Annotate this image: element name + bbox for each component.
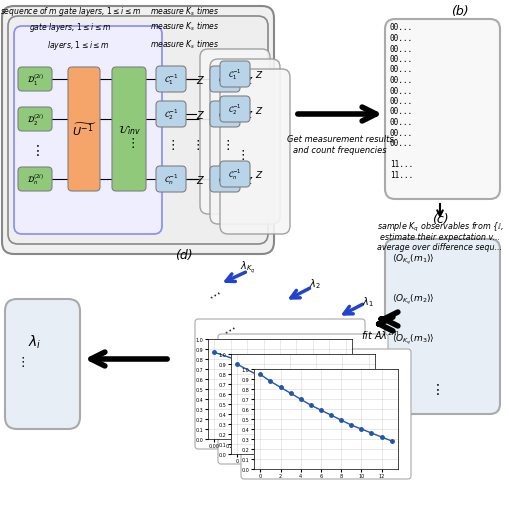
FancyBboxPatch shape	[112, 68, 146, 191]
Text: $\mathcal{C}_2^{-1}$: $\mathcal{C}_2^{-1}$	[218, 107, 232, 122]
Text: gate layers, $1 \leq i \leq m$: gate layers, $1 \leq i \leq m$	[29, 20, 111, 34]
FancyBboxPatch shape	[8, 17, 267, 244]
Text: $\vdots$: $\vdots$	[30, 142, 40, 157]
Text: $\vdots$: $\vdots$	[235, 148, 244, 162]
FancyBboxPatch shape	[156, 67, 186, 93]
Text: $\vdots$: $\vdots$	[125, 136, 134, 150]
Text: measure $K_s$ times: measure $K_s$ times	[150, 21, 219, 33]
Text: 00...: 00...	[389, 128, 412, 137]
FancyBboxPatch shape	[241, 349, 410, 479]
Text: $Z$: $Z$	[244, 109, 253, 120]
FancyBboxPatch shape	[2, 7, 273, 254]
Text: estimate their expectation v...: estimate their expectation v...	[379, 232, 499, 241]
Text: measure $K_s$ times: measure $K_s$ times	[150, 39, 219, 51]
Text: $\mathcal{D}_n^{(2i)}$: $\mathcal{D}_n^{(2i)}$	[26, 172, 43, 187]
Text: $\lambda_{K_q}$: $\lambda_{K_q}$	[240, 260, 255, 275]
Text: $\langle O_{K_q}(m_1)\rangle$: $\langle O_{K_q}(m_1)\rangle$	[391, 252, 434, 267]
Text: 11...: 11...	[389, 170, 412, 179]
FancyBboxPatch shape	[5, 299, 80, 429]
Text: 00...: 00...	[389, 55, 412, 64]
Text: $\mathcal{C}_n^{-1}$: $\mathcal{C}_n^{-1}$	[228, 167, 241, 182]
Text: $\mathcal{U}_{inv}$: $\mathcal{U}_{inv}$	[117, 123, 140, 136]
Text: 00...: 00...	[389, 118, 412, 127]
Text: Get measurement results
and count frequencies: Get measurement results and count freque…	[286, 135, 392, 154]
Text: $\vdots$: $\vdots$	[220, 138, 229, 152]
Text: 00...: 00...	[389, 34, 412, 43]
Text: $Z$: $Z$	[254, 169, 263, 180]
Text: sample $K_q$ observables from {$\mathbb{I}$,: sample $K_q$ observables from {$\mathbb{…	[376, 220, 502, 233]
Text: $\vdots$: $\vdots$	[429, 382, 439, 397]
Text: $Z$: $Z$	[254, 104, 263, 115]
Text: $\vdots$: $\vdots$	[165, 138, 174, 152]
Text: 00...: 00...	[389, 107, 412, 116]
FancyBboxPatch shape	[156, 102, 186, 128]
FancyBboxPatch shape	[219, 62, 249, 88]
Text: $\cdots$: $\cdots$	[206, 286, 223, 303]
Text: $\mathcal{D}_1^{(2i)}$: $\mathcal{D}_1^{(2i)}$	[26, 72, 43, 88]
FancyBboxPatch shape	[219, 162, 249, 188]
FancyBboxPatch shape	[68, 68, 100, 191]
Text: $\lambda_2$: $\lambda_2$	[308, 276, 320, 290]
Text: $\lambda_i$: $\lambda_i$	[28, 333, 42, 350]
Text: (c): (c)	[431, 213, 447, 226]
Text: 11...: 11...	[389, 160, 412, 168]
Text: sequence of m gate layers, $1 \leq i \leq m$: sequence of m gate layers, $1 \leq i \le…	[0, 6, 140, 18]
Text: $\mathcal{C}_2^{-1}$: $\mathcal{C}_2^{-1}$	[228, 102, 241, 117]
Text: $\lambda_1$: $\lambda_1$	[361, 295, 373, 308]
FancyBboxPatch shape	[194, 319, 364, 449]
Text: $\langle O_{K_q}(m_3)\rangle$: $\langle O_{K_q}(m_3)\rangle$	[391, 332, 434, 347]
Text: $Z$: $Z$	[195, 174, 205, 186]
Text: average over difference sequ...: average over difference sequ...	[377, 242, 501, 251]
FancyBboxPatch shape	[217, 334, 387, 464]
FancyBboxPatch shape	[219, 70, 290, 235]
Text: $fit\ A\lambda^{2m}$: $fit\ A\lambda^{2m}$	[360, 327, 399, 341]
Text: $Z$: $Z$	[254, 69, 263, 80]
FancyBboxPatch shape	[384, 240, 499, 414]
FancyBboxPatch shape	[18, 68, 52, 92]
Text: $Z$: $Z$	[195, 109, 205, 121]
FancyBboxPatch shape	[156, 166, 186, 192]
Text: $\mathcal{C}_n^{-1}$: $\mathcal{C}_n^{-1}$	[163, 172, 178, 187]
Text: layers, $1 \leq i \leq m$: layers, $1 \leq i \leq m$	[47, 38, 109, 51]
Text: 00...: 00...	[389, 44, 412, 53]
Text: $Z$: $Z$	[244, 174, 253, 185]
FancyBboxPatch shape	[200, 50, 269, 215]
Text: $\cdots$: $\cdots$	[221, 321, 238, 338]
Text: 00...: 00...	[389, 139, 412, 148]
Text: 00...: 00...	[389, 23, 412, 33]
Text: $\vdots$: $\vdots$	[15, 354, 24, 369]
FancyBboxPatch shape	[219, 97, 249, 123]
FancyBboxPatch shape	[384, 20, 499, 200]
Text: $\mathcal{D}_2^{(2i)}$: $\mathcal{D}_2^{(2i)}$	[26, 112, 43, 127]
Text: (d): (d)	[175, 248, 192, 261]
Text: $\mathcal{C}_1^{-1}$: $\mathcal{C}_1^{-1}$	[228, 67, 241, 82]
Text: $\mathcal{C}_1^{-1}$: $\mathcal{C}_1^{-1}$	[218, 72, 232, 87]
Text: $\mathcal{C}_2^{-1}$: $\mathcal{C}_2^{-1}$	[163, 107, 178, 122]
FancyBboxPatch shape	[210, 67, 240, 93]
Text: 00...: 00...	[389, 65, 412, 74]
Text: $\widetilde{U^{-1}}$: $\widetilde{U^{-1}}$	[71, 121, 96, 138]
Text: 00...: 00...	[389, 97, 412, 106]
Text: (b): (b)	[450, 6, 468, 18]
FancyBboxPatch shape	[18, 108, 52, 132]
Text: $\mathcal{C}_1^{-1}$: $\mathcal{C}_1^{-1}$	[163, 72, 178, 87]
FancyBboxPatch shape	[14, 27, 162, 235]
FancyBboxPatch shape	[210, 166, 240, 192]
Text: 00...: 00...	[389, 87, 412, 95]
Text: 00...: 00...	[389, 76, 412, 85]
Text: $Z$: $Z$	[195, 74, 205, 86]
FancyBboxPatch shape	[18, 167, 52, 191]
Text: $Z$: $Z$	[244, 74, 253, 86]
Text: measure $K_s$ times: measure $K_s$ times	[150, 6, 219, 18]
Text: $\langle O_{K_q}(m_2)\rangle$: $\langle O_{K_q}(m_2)\rangle$	[391, 292, 434, 307]
FancyBboxPatch shape	[210, 60, 279, 224]
Text: $\mathcal{C}_n^{-1}$: $\mathcal{C}_n^{-1}$	[218, 172, 232, 187]
FancyBboxPatch shape	[210, 102, 240, 128]
Text: $\vdots$: $\vdots$	[190, 138, 199, 152]
